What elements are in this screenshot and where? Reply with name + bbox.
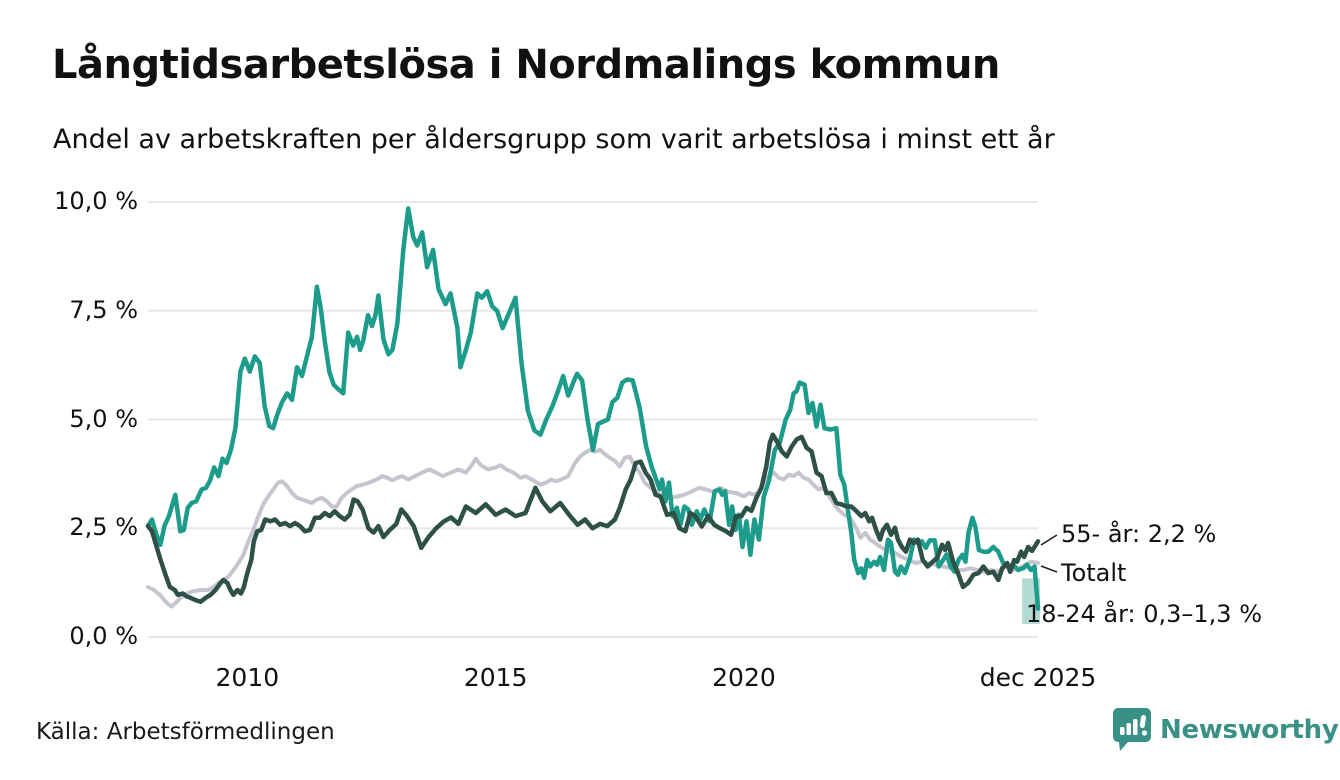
series-line-young bbox=[145, 206, 1041, 611]
newsworthy-brand: Newsworthy bbox=[1112, 707, 1339, 753]
newsworthy-brand-text: Newsworthy bbox=[1160, 715, 1339, 745]
end-label-totalt: Totalt bbox=[1061, 559, 1127, 587]
page-title: Långtidsarbetslösa i Nordmalings kommun bbox=[52, 42, 1000, 88]
x-tick-label: 2010 bbox=[215, 663, 280, 692]
page-subtitle: Andel av arbetskraften per åldersgrupp s… bbox=[53, 124, 1055, 155]
source-note: Källa: Arbetsförmedlingen bbox=[36, 719, 335, 745]
connector-totalt bbox=[1040, 565, 1058, 573]
end-label-55-ar: 55- år: 2,2 % bbox=[1061, 520, 1217, 548]
series-line-total bbox=[146, 447, 1040, 609]
x-tick-label: 2015 bbox=[463, 663, 528, 692]
x-tick-label: dec 2025 bbox=[979, 663, 1097, 692]
y-tick-label: 10,0 % bbox=[54, 187, 138, 215]
x-tick-label: 2020 bbox=[712, 663, 776, 692]
connector-55-ar bbox=[1040, 534, 1058, 546]
newsworthy-logo-icon bbox=[1112, 707, 1152, 753]
end-label-18-24-ar: 18-24 år: 0,3–1,3 % bbox=[1026, 600, 1263, 628]
series-line-old bbox=[145, 432, 1041, 605]
y-tick-label: 2,5 % bbox=[69, 513, 138, 542]
y-tick-label: 7,5 % bbox=[69, 295, 138, 324]
y-tick-label: 0,0 % bbox=[69, 622, 138, 650]
y-tick-label: 5,0 % bbox=[69, 404, 138, 433]
